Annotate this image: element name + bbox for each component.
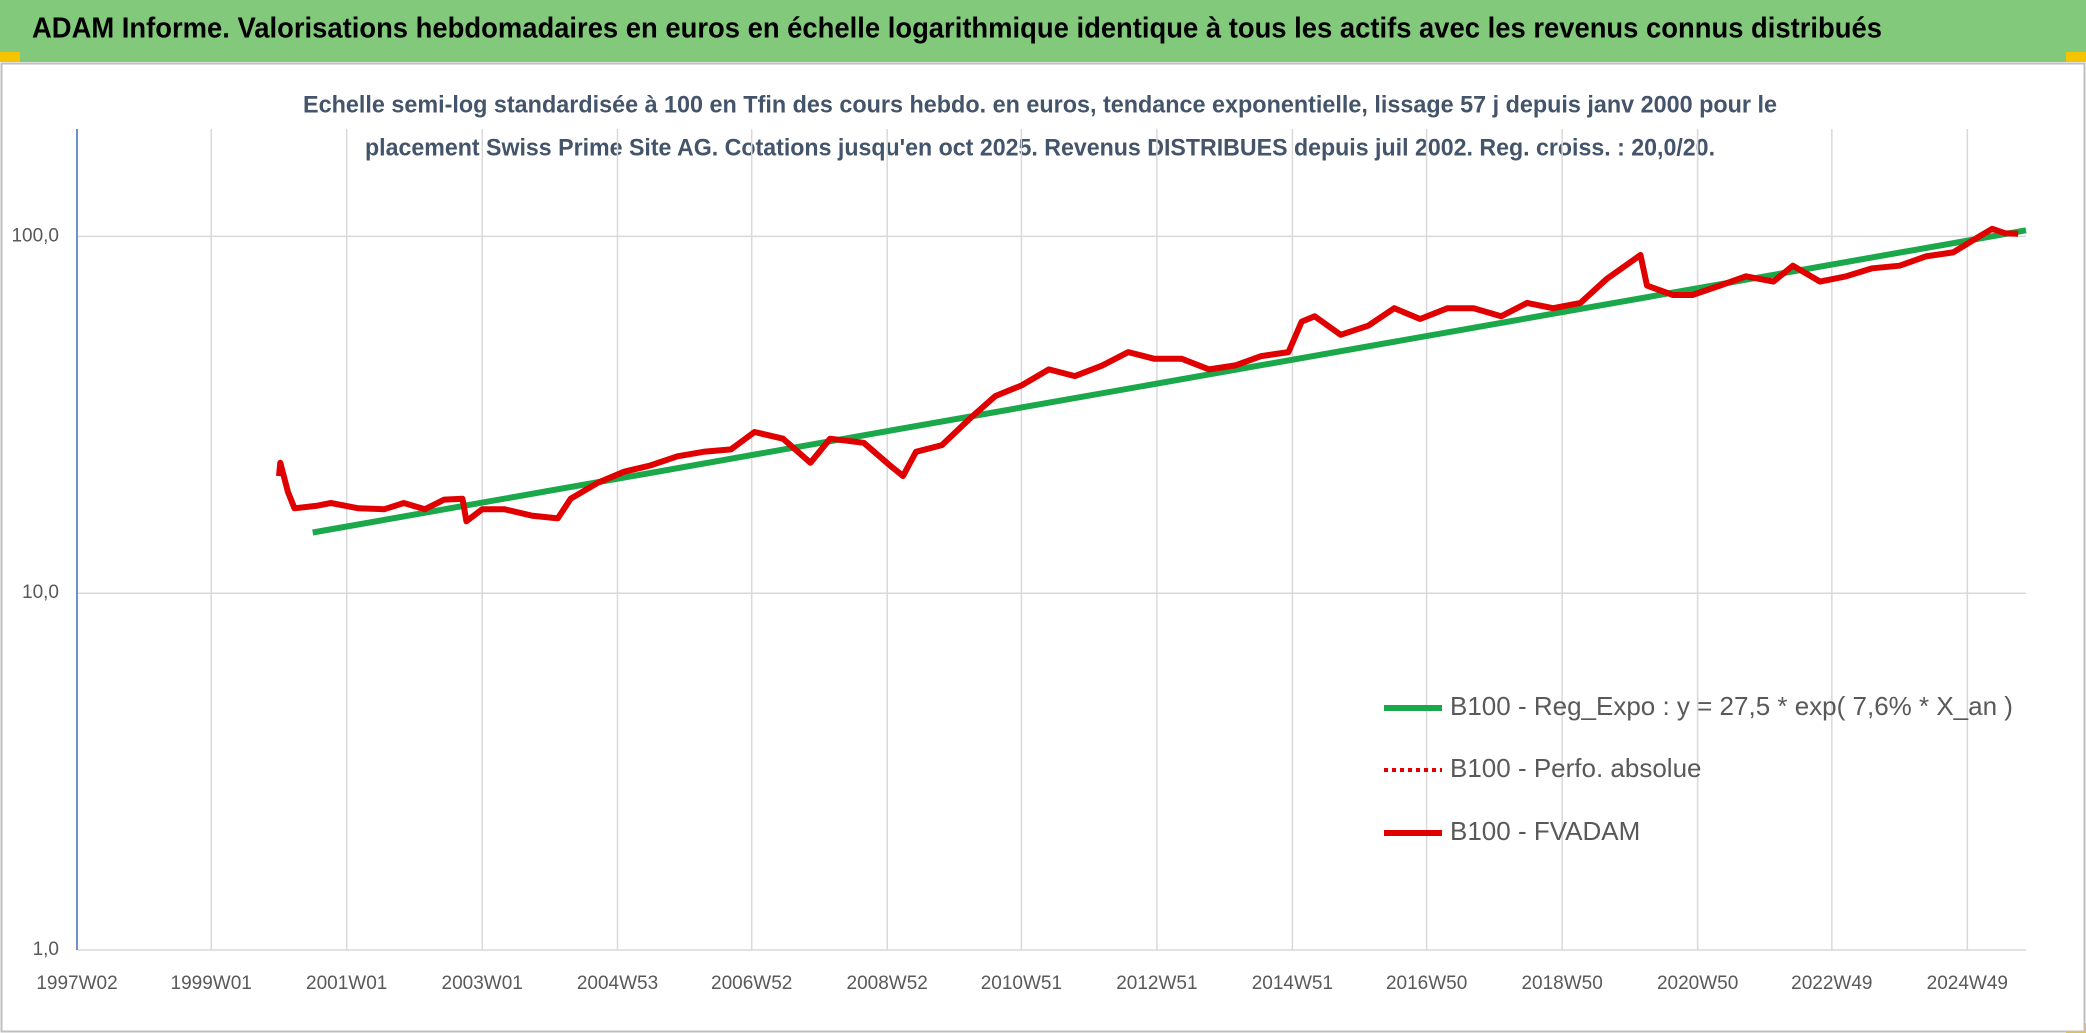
x-tick-label: 2014W51	[1252, 973, 1333, 994]
legend-label: B100 - FVADAM	[1450, 816, 1640, 846]
x-tick-label: 2024W49	[1927, 973, 2008, 994]
y-tick-label: 100,0	[11, 225, 59, 246]
x-tick-label: 2003W01	[442, 973, 523, 994]
corner-marker	[2066, 52, 2086, 62]
chart-subtitle: Echelle semi-log standardisée à 100 en T…	[303, 91, 1777, 118]
chart-title: ADAM Informe. Valorisations hebdomadaire…	[32, 13, 1882, 45]
plot-area: 1997W02 1999W01 2001W01 2003W01 2004W53 2006W…	[11, 129, 2027, 994]
y-tick-label: 10,0	[22, 582, 59, 603]
legend-label: B100 - Reg_Expo : y = 27,5 * exp( 7,6% *…	[1450, 691, 2013, 721]
chart-frame	[0, 62, 2086, 1033]
x-tick-label: 2010W51	[981, 973, 1062, 994]
x-tick-label: 2001W01	[306, 973, 387, 994]
series-line	[276, 225, 2019, 525]
y-tick-label: 1,0	[33, 939, 59, 960]
x-tick-label: 2004W53	[577, 973, 658, 994]
x-tick-label: 1997W02	[36, 973, 117, 994]
chart-subtitle: placement Swiss Prime Site AG. Cotations…	[365, 134, 1715, 161]
x-tick-label: 2016W50	[1386, 973, 1467, 994]
x-tick-label: 2020W50	[1657, 973, 1738, 994]
x-tick-label: 2022W49	[1791, 973, 1872, 994]
x-tick-label: 1999W01	[171, 973, 252, 994]
legend-label: B100 - Perfo. absolue	[1450, 753, 1702, 783]
x-tick-label: 2006W52	[711, 973, 792, 994]
x-tick-label: 2018W50	[1521, 973, 1602, 994]
x-tick-label: 2012W51	[1116, 973, 1197, 994]
corner-marker	[0, 52, 20, 62]
header-bar	[0, 0, 2086, 62]
x-tick-label: 2008W52	[847, 973, 928, 994]
